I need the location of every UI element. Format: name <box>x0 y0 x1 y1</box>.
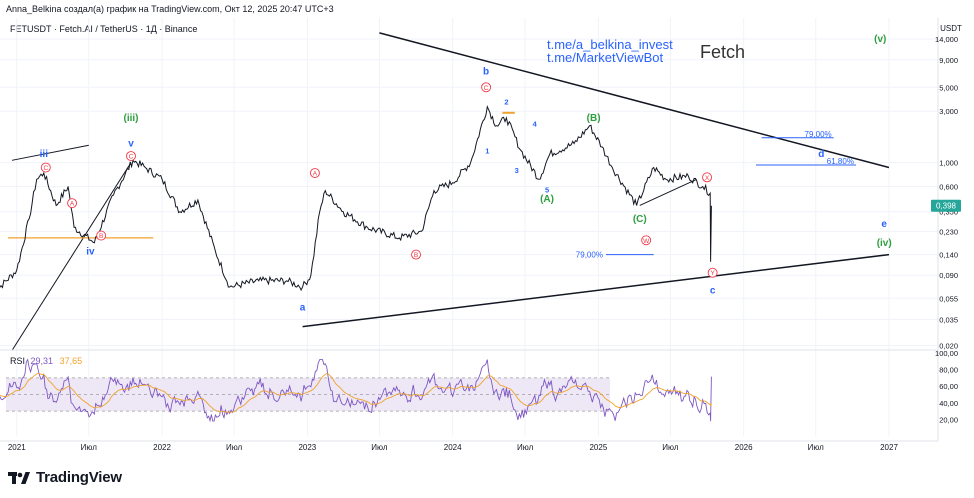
rsi-tick-label: 20,00 <box>939 415 958 424</box>
wave-label-circle <box>309 168 320 178</box>
wave-label-circle <box>641 235 652 246</box>
x-tick-label: 2021 <box>8 443 26 452</box>
x-tick-label: Июл <box>808 443 825 452</box>
y-tick-label: 0,055 <box>939 294 958 303</box>
price-series-line <box>0 104 712 292</box>
wave-label: b <box>483 67 489 78</box>
y-tick-label: 0,350 <box>939 208 958 217</box>
wave-label: A <box>70 201 75 208</box>
x-tick-label: 2024 <box>444 443 462 452</box>
y-tick-label: 1,000 <box>939 159 958 168</box>
wave-label: 2 <box>504 97 508 106</box>
last-price-label: 0,398 <box>936 202 957 211</box>
rsi-tick-label: 40,00 <box>939 399 958 408</box>
wave-label: d <box>818 149 824 160</box>
wave-label: B <box>414 252 418 259</box>
x-tick-label: Июл <box>371 443 388 452</box>
wave-label: a <box>300 303 306 314</box>
triangle-trendline <box>302 253 890 328</box>
wave-label: C <box>484 85 489 92</box>
rsi-tick-label: 60,00 <box>939 382 958 391</box>
wave-label-circle <box>702 172 713 183</box>
rsi-line <box>0 358 712 423</box>
wave-label: C <box>129 154 134 161</box>
y-tick-label: 0,230 <box>939 227 958 236</box>
rsi-tick-label: 80,00 <box>939 366 958 375</box>
x-tick-label: 2022 <box>153 443 171 452</box>
y-tick-label: 0,035 <box>939 315 958 324</box>
wave-label: A <box>313 171 318 178</box>
wave-label: 1 <box>485 146 489 155</box>
x-tick-label: 2026 <box>735 443 753 452</box>
y-tick-label: 0,020 <box>939 342 958 351</box>
fib-level-label: 79,00% <box>576 251 603 260</box>
x-tick-label: Июл <box>517 443 534 452</box>
fib-level-label: 79,00% <box>805 130 832 139</box>
wave-label-circle <box>481 82 492 93</box>
rsi-value: 29,31 <box>30 356 54 366</box>
wave-label: (B) <box>587 113 601 124</box>
wave-label: (iv) <box>877 238 892 249</box>
wave-label: v <box>128 139 134 150</box>
telegram-link-2: t.me/MarketViewBot <box>547 50 664 65</box>
wave-label: X <box>705 175 710 182</box>
wave-support-line <box>11 162 132 351</box>
rsi-ma-line <box>0 373 712 413</box>
fib-level-label: 61,80% <box>827 157 854 166</box>
wave-label: 3 <box>515 166 519 175</box>
rsi-label: RSI <box>10 356 26 366</box>
x-tick-label: 2025 <box>589 443 607 452</box>
wave-label: e <box>881 219 887 230</box>
wave-label: C <box>43 165 48 172</box>
watermark-title: Fetch <box>700 42 746 62</box>
rsi-ma-value: 37,65 <box>59 356 83 366</box>
wave-label: 4 <box>533 120 538 129</box>
tradingview-logo[interactable]: TradingView <box>8 469 122 486</box>
wave-label-circle <box>411 249 421 260</box>
wave-label: 5 <box>545 186 549 195</box>
wave-label-circle <box>67 198 78 209</box>
wave-label: B <box>99 233 103 240</box>
y-tick-label: 9,000 <box>939 56 958 65</box>
rsi-tick-label: 100,00 <box>935 349 958 358</box>
x-tick-label: 2027 <box>880 443 898 452</box>
wave-channel-line <box>11 144 89 161</box>
wave-label: (C) <box>633 214 647 225</box>
wave-label-circle <box>126 151 136 162</box>
wave-label-circle <box>707 267 718 278</box>
tradingview-logo-text: TradingView <box>36 469 122 486</box>
y-tick-label: 0,140 <box>939 251 958 260</box>
y-unit-label: USDT <box>940 24 962 33</box>
wave-label: (A) <box>540 194 554 205</box>
triangle-trendline <box>379 32 890 169</box>
x-tick-label: 2023 <box>298 443 316 452</box>
x-tick-label: Июл <box>662 443 679 452</box>
wave-label: Y <box>710 270 715 277</box>
x-tick-label: Июл <box>81 443 98 452</box>
y-tick-label: 5,000 <box>939 83 958 92</box>
chart-author-line: Anna_Belkina создал(а) график на Trading… <box>6 4 334 14</box>
wave-label: (iii) <box>124 113 139 124</box>
wave-label: iii <box>40 149 49 160</box>
symbol-legend[interactable]: FETUSDT · Fetch.AI / TetherUS · 1Д · Bin… <box>10 24 198 34</box>
y-tick-label: 0,090 <box>939 271 958 280</box>
y-tick-label: 3,000 <box>939 107 958 116</box>
wave-label: W <box>643 238 650 245</box>
x-tick-label: Июл <box>226 443 243 452</box>
wave-label-circle <box>96 230 107 241</box>
wave-label: (v) <box>874 34 886 45</box>
wave-channel-line <box>639 178 697 206</box>
y-tick-label: 0,600 <box>939 182 958 191</box>
wave-label: iv <box>86 246 95 257</box>
y-tick-label: 14,000 <box>935 35 958 44</box>
wave-label-circle <box>40 162 51 173</box>
rsi-legend[interactable]: RSI 29,31 37,65 <box>10 356 82 366</box>
last-price-badge <box>931 199 961 212</box>
wave-label: c <box>710 285 716 296</box>
tradingview-logo-icon <box>8 471 30 484</box>
telegram-link-1: t.me/a_belkina_invest <box>547 37 673 52</box>
